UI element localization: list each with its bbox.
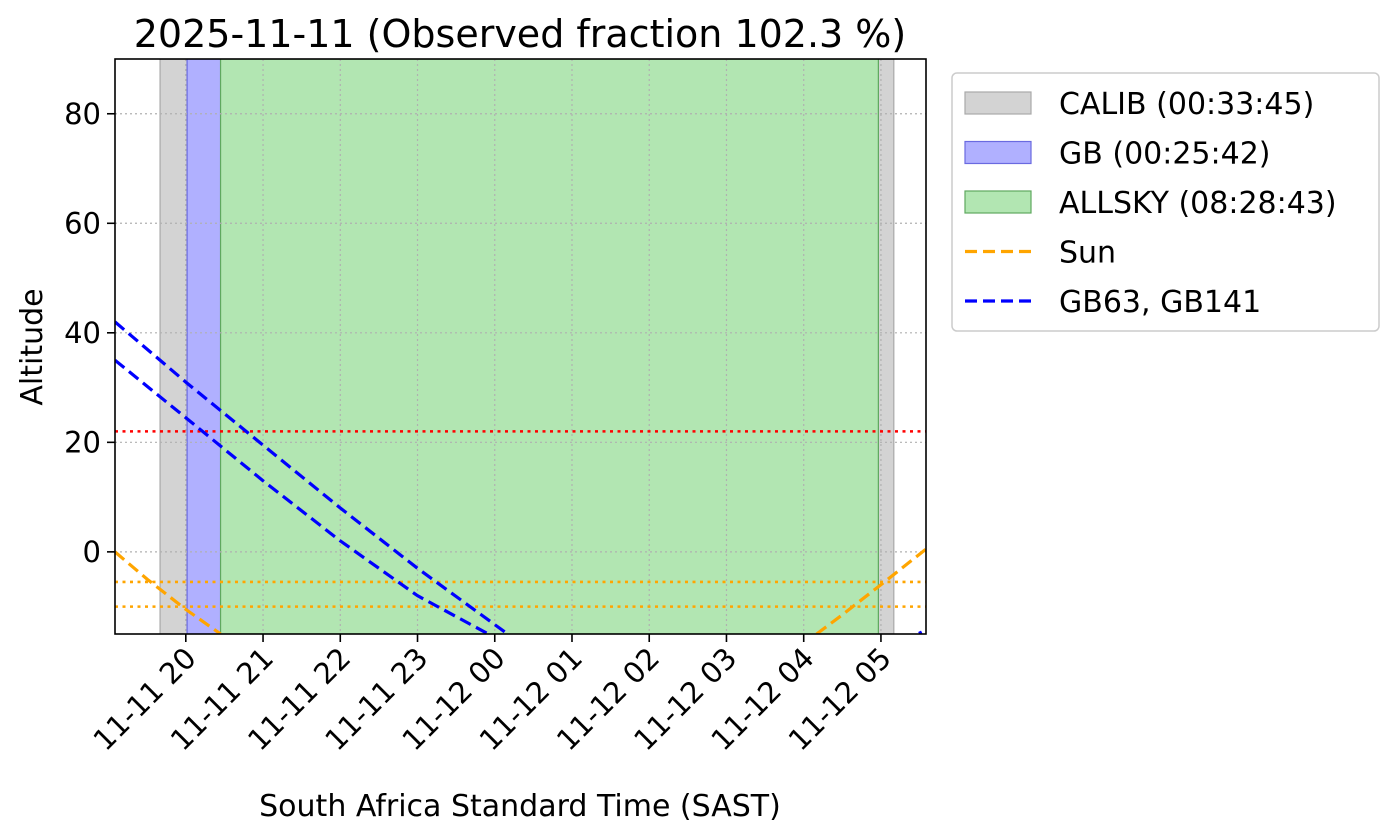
span-calib-0 [159,59,188,634]
series-gb63-gb141-line-0 [115,320,509,634]
legend-swatch-gb [964,140,1032,165]
legend-label-calib: CALIB (00:33:45) [1059,87,1314,122]
span-gb-0 [186,59,222,634]
x-axis-label: South Africa Standard Time (SAST) [259,789,781,824]
y-tick-label: 60 [64,206,101,240]
series-sun-line-1 [815,547,926,634]
plot-area [115,59,926,634]
series-gb63-gb141-line-1 [115,358,490,634]
series-sun-line-0 [115,550,222,634]
legend-label-gb63: GB63, GB141 [1059,285,1261,320]
y-tick-label: 80 [64,97,101,131]
legend-label-gb: GB (00:25:42) [1059,137,1271,172]
y-axis-label: Altitude [15,288,50,405]
legend: CALIB (00:33:45) GB (00:25:42) ALLSKY (08:… [951,72,1380,332]
legend-label-allsky: ALLSKY (08:28:43) [1059,186,1337,221]
y-tick-label: 20 [64,425,101,459]
span-allsky-0 [219,59,879,634]
chart-title: 2025-11-11 (Observed fraction 102.3 %) [134,12,907,56]
legend-box [951,72,1380,332]
y-tick-label: 0 [83,535,101,569]
y-tick-label: 40 [64,316,101,350]
legend-label-sun: Sun [1059,236,1116,271]
legend-swatch-allsky [964,190,1032,214]
legend-swatch-calib [964,91,1032,115]
plot-frame [114,58,927,635]
